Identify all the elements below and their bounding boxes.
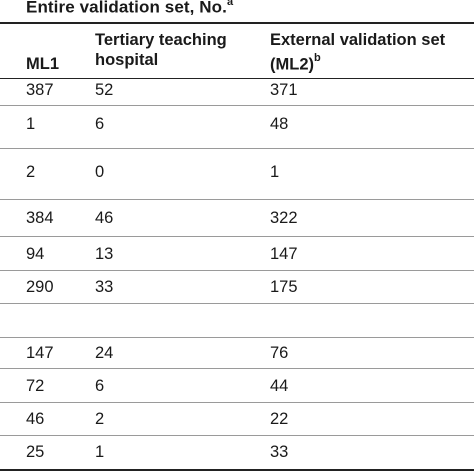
table-cell: 290	[26, 278, 54, 296]
table-cell: 22	[270, 410, 289, 428]
table-cell: 25	[26, 443, 45, 461]
table-title: Entire validation set, No.a	[26, 0, 233, 18]
table-cell: 147	[270, 245, 298, 263]
table-cell: 1	[26, 115, 36, 133]
bottom-rule	[0, 469, 474, 471]
table-cell: 76	[270, 344, 289, 362]
table-cell: 384	[26, 209, 54, 227]
header-external-line1: External validation set	[270, 31, 446, 49]
table-cell: 1	[95, 443, 105, 461]
table-cell: 1	[270, 163, 280, 181]
table-cell: 33	[270, 443, 289, 461]
row-divider	[0, 105, 474, 106]
table-cell: 72	[26, 377, 45, 395]
row-divider	[0, 148, 474, 149]
table-cell: 48	[270, 115, 289, 133]
header-external-validation-set: External validation set (ML2)b	[270, 30, 445, 75]
row-divider	[0, 199, 474, 200]
row-divider	[0, 368, 474, 369]
top-rule	[0, 22, 474, 24]
table-cell: 52	[95, 81, 114, 99]
table-cell: 371	[270, 81, 298, 99]
header-tertiary-line2: hospital	[95, 51, 159, 69]
table-cell: 94	[26, 245, 45, 263]
header-tertiary-line1: Tertiary teaching	[95, 31, 227, 49]
row-divider	[0, 337, 474, 338]
table-cell: 6	[95, 377, 105, 395]
header-rule	[0, 78, 474, 79]
header-external-footnote: b	[314, 52, 321, 64]
table-cell: 6	[95, 115, 105, 133]
row-divider	[0, 402, 474, 403]
header-tertiary-teaching-hospital: Tertiary teaching hospital	[95, 30, 227, 70]
table-cell: 2	[26, 163, 36, 181]
table-cell: 2	[95, 410, 105, 428]
table-cell: 24	[95, 344, 114, 362]
table-cell: 33	[95, 278, 114, 296]
row-divider	[0, 303, 474, 304]
row-divider	[0, 236, 474, 237]
row-divider	[0, 435, 474, 436]
row-divider	[0, 270, 474, 271]
table-title-band: Entire validation set, No.a	[0, 0, 474, 24]
table-title-text: Entire validation set, No.	[26, 0, 227, 17]
table-cell: 387	[26, 81, 54, 99]
table-cell: 322	[270, 209, 298, 227]
table-cell: 0	[95, 163, 105, 181]
table-title-footnote: a	[226, 0, 234, 8]
header-external-line2-text: (ML2)	[270, 55, 314, 74]
table-cell: 46	[95, 209, 114, 227]
header-external-line2: (ML2)b	[270, 50, 445, 75]
table-cell: 13	[95, 245, 114, 263]
table-cell: 44	[270, 377, 289, 395]
table-cell: 46	[26, 410, 45, 428]
table-cell: 147	[26, 344, 54, 362]
table-cell: 175	[270, 278, 298, 296]
header-ml1: ML1	[26, 55, 59, 73]
